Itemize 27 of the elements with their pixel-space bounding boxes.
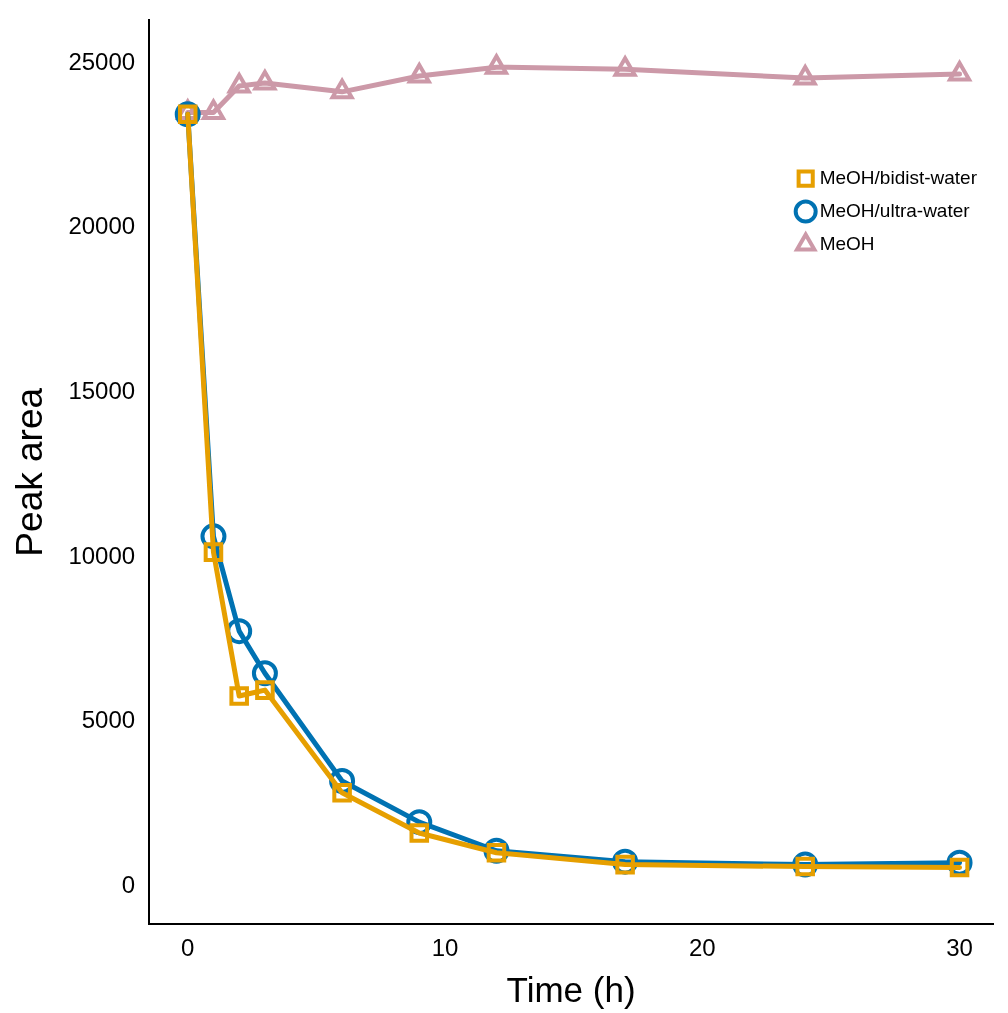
point [407, 63, 431, 84]
x-tick-label: 20 [688, 934, 716, 962]
point [613, 56, 637, 77]
y-tick-label: 5000 [81, 706, 136, 734]
point [332, 783, 352, 803]
legend-label: MeOH/ultra-water [819, 199, 971, 221]
legend-label: MeOH/bidist-water [819, 166, 978, 188]
point [793, 65, 817, 86]
point [948, 61, 972, 82]
y-tick-label: 25000 [68, 47, 136, 75]
y-tick-label: 0 [121, 870, 136, 898]
x-axis-title: Time (h) [506, 969, 636, 1009]
point [203, 542, 224, 562]
y-tick-label: 20000 [68, 212, 136, 240]
point [229, 686, 249, 706]
x-tick-label: 0 [181, 934, 195, 962]
point [255, 680, 275, 700]
y-tick-label: 15000 [68, 377, 136, 405]
point [253, 69, 277, 91]
point [484, 54, 508, 75]
legend-label: MeOH [819, 232, 875, 254]
point [330, 78, 354, 100]
point [227, 72, 251, 94]
x-tick-label: 10 [431, 934, 459, 962]
x-tick-label: 30 [946, 934, 973, 962]
y-axis-title: Peak area [9, 387, 51, 557]
y-tick-label: 10000 [68, 541, 136, 569]
